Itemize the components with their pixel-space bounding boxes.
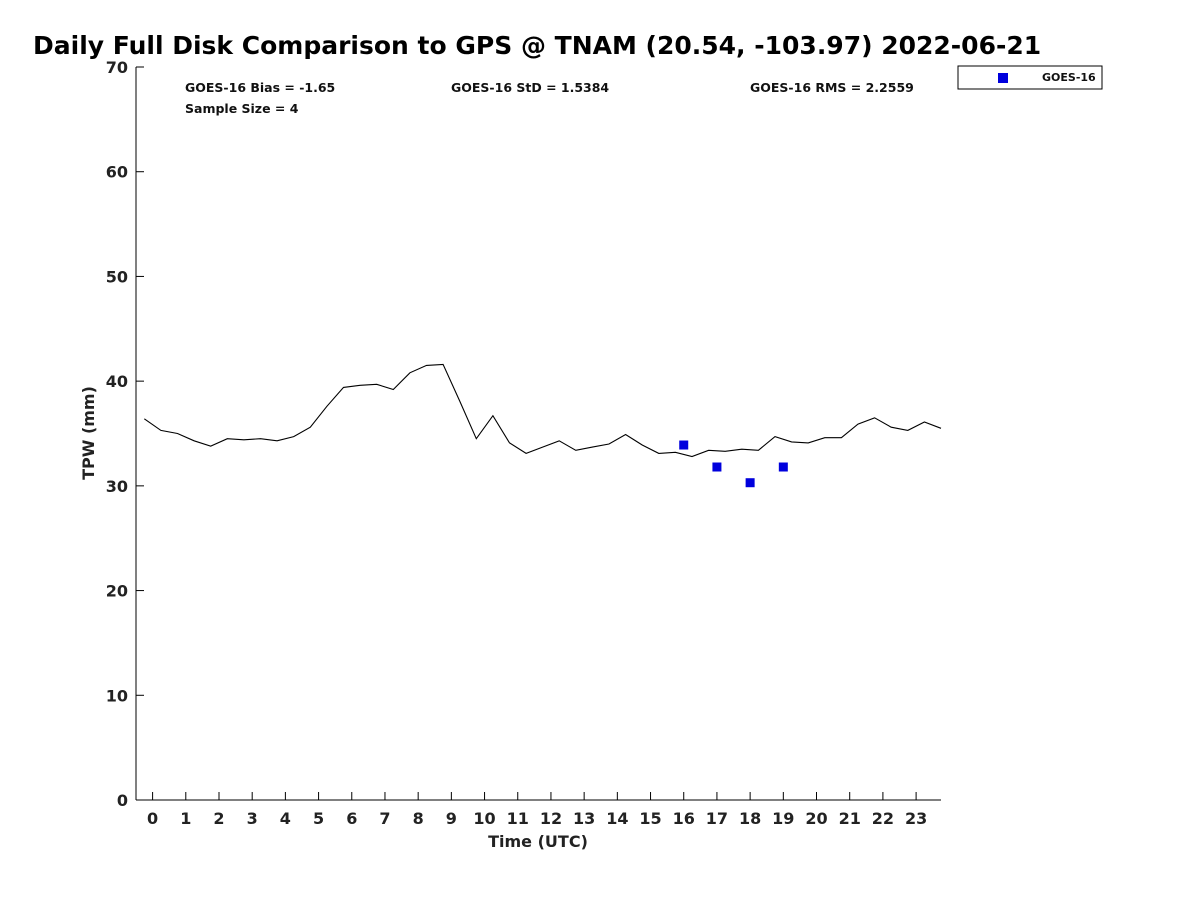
y-tick-label: 30 <box>106 477 128 496</box>
x-tick-label: 22 <box>872 809 894 828</box>
goes16-point <box>745 478 755 488</box>
x-tick-label: 19 <box>772 809 794 828</box>
x-tick-label: 14 <box>606 809 628 828</box>
x-axis-label: Time (UTC) <box>488 832 588 851</box>
legend-label: GOES-16 <box>1042 71 1096 84</box>
x-tick-label: 12 <box>540 809 562 828</box>
stats-annotations: GOES-16 Bias = -1.65 GOES-16 StD = 1.538… <box>185 80 914 116</box>
goes16-point <box>778 462 788 472</box>
x-tick-label: 6 <box>346 809 357 828</box>
x-tick-label: 20 <box>805 809 827 828</box>
chart-title: Daily Full Disk Comparison to GPS @ TNAM… <box>33 31 1041 60</box>
y-tick-label: 10 <box>106 686 128 705</box>
x-tick-label: 10 <box>473 809 495 828</box>
bias-stat: GOES-16 Bias = -1.65 <box>185 80 335 95</box>
legend: GOES-16 <box>957 65 1103 90</box>
x-tick-label: 7 <box>379 809 390 828</box>
x-tick-label: 9 <box>446 809 457 828</box>
x-tick-label: 15 <box>639 809 661 828</box>
goes16-point <box>712 462 722 472</box>
x-tick-label: 23 <box>905 809 927 828</box>
x-tick-label: 2 <box>213 809 224 828</box>
y-tick-label: 60 <box>106 163 128 182</box>
x-tick-label: 8 <box>413 809 424 828</box>
y-tick-label: 70 <box>106 58 128 77</box>
y-tick-label: 20 <box>106 582 128 601</box>
x-tick-label: 18 <box>739 809 761 828</box>
goes16-points <box>679 440 788 488</box>
x-tick-label: 21 <box>839 809 861 828</box>
x-tick-label: 16 <box>673 809 695 828</box>
x-tick-label: 13 <box>573 809 595 828</box>
goes16-point <box>679 440 689 450</box>
legend-marker-square <box>998 73 1008 83</box>
x-tick-label: 0 <box>147 809 158 828</box>
gps-tpw-line <box>143 363 942 458</box>
legend-box <box>957 65 1103 90</box>
x-tick-label: 3 <box>247 809 258 828</box>
y-axis-label: TPW (mm) <box>79 386 98 480</box>
sample-size-stat: Sample Size = 4 <box>185 101 299 116</box>
std-stat: GOES-16 StD = 1.5384 <box>451 80 609 95</box>
y-tick-label: 50 <box>106 267 128 286</box>
y-tick-label: 0 <box>117 791 128 810</box>
rms-stat: GOES-16 RMS = 2.2559 <box>750 80 914 95</box>
x-tick-label: 11 <box>507 809 529 828</box>
x-tick-label: 17 <box>706 809 728 828</box>
x-tick-label: 5 <box>313 809 324 828</box>
x-tick-label: 4 <box>280 809 291 828</box>
x-tick-label: 1 <box>180 809 191 828</box>
y-tick-label: 40 <box>106 372 128 391</box>
gps-line-layer <box>143 363 942 458</box>
